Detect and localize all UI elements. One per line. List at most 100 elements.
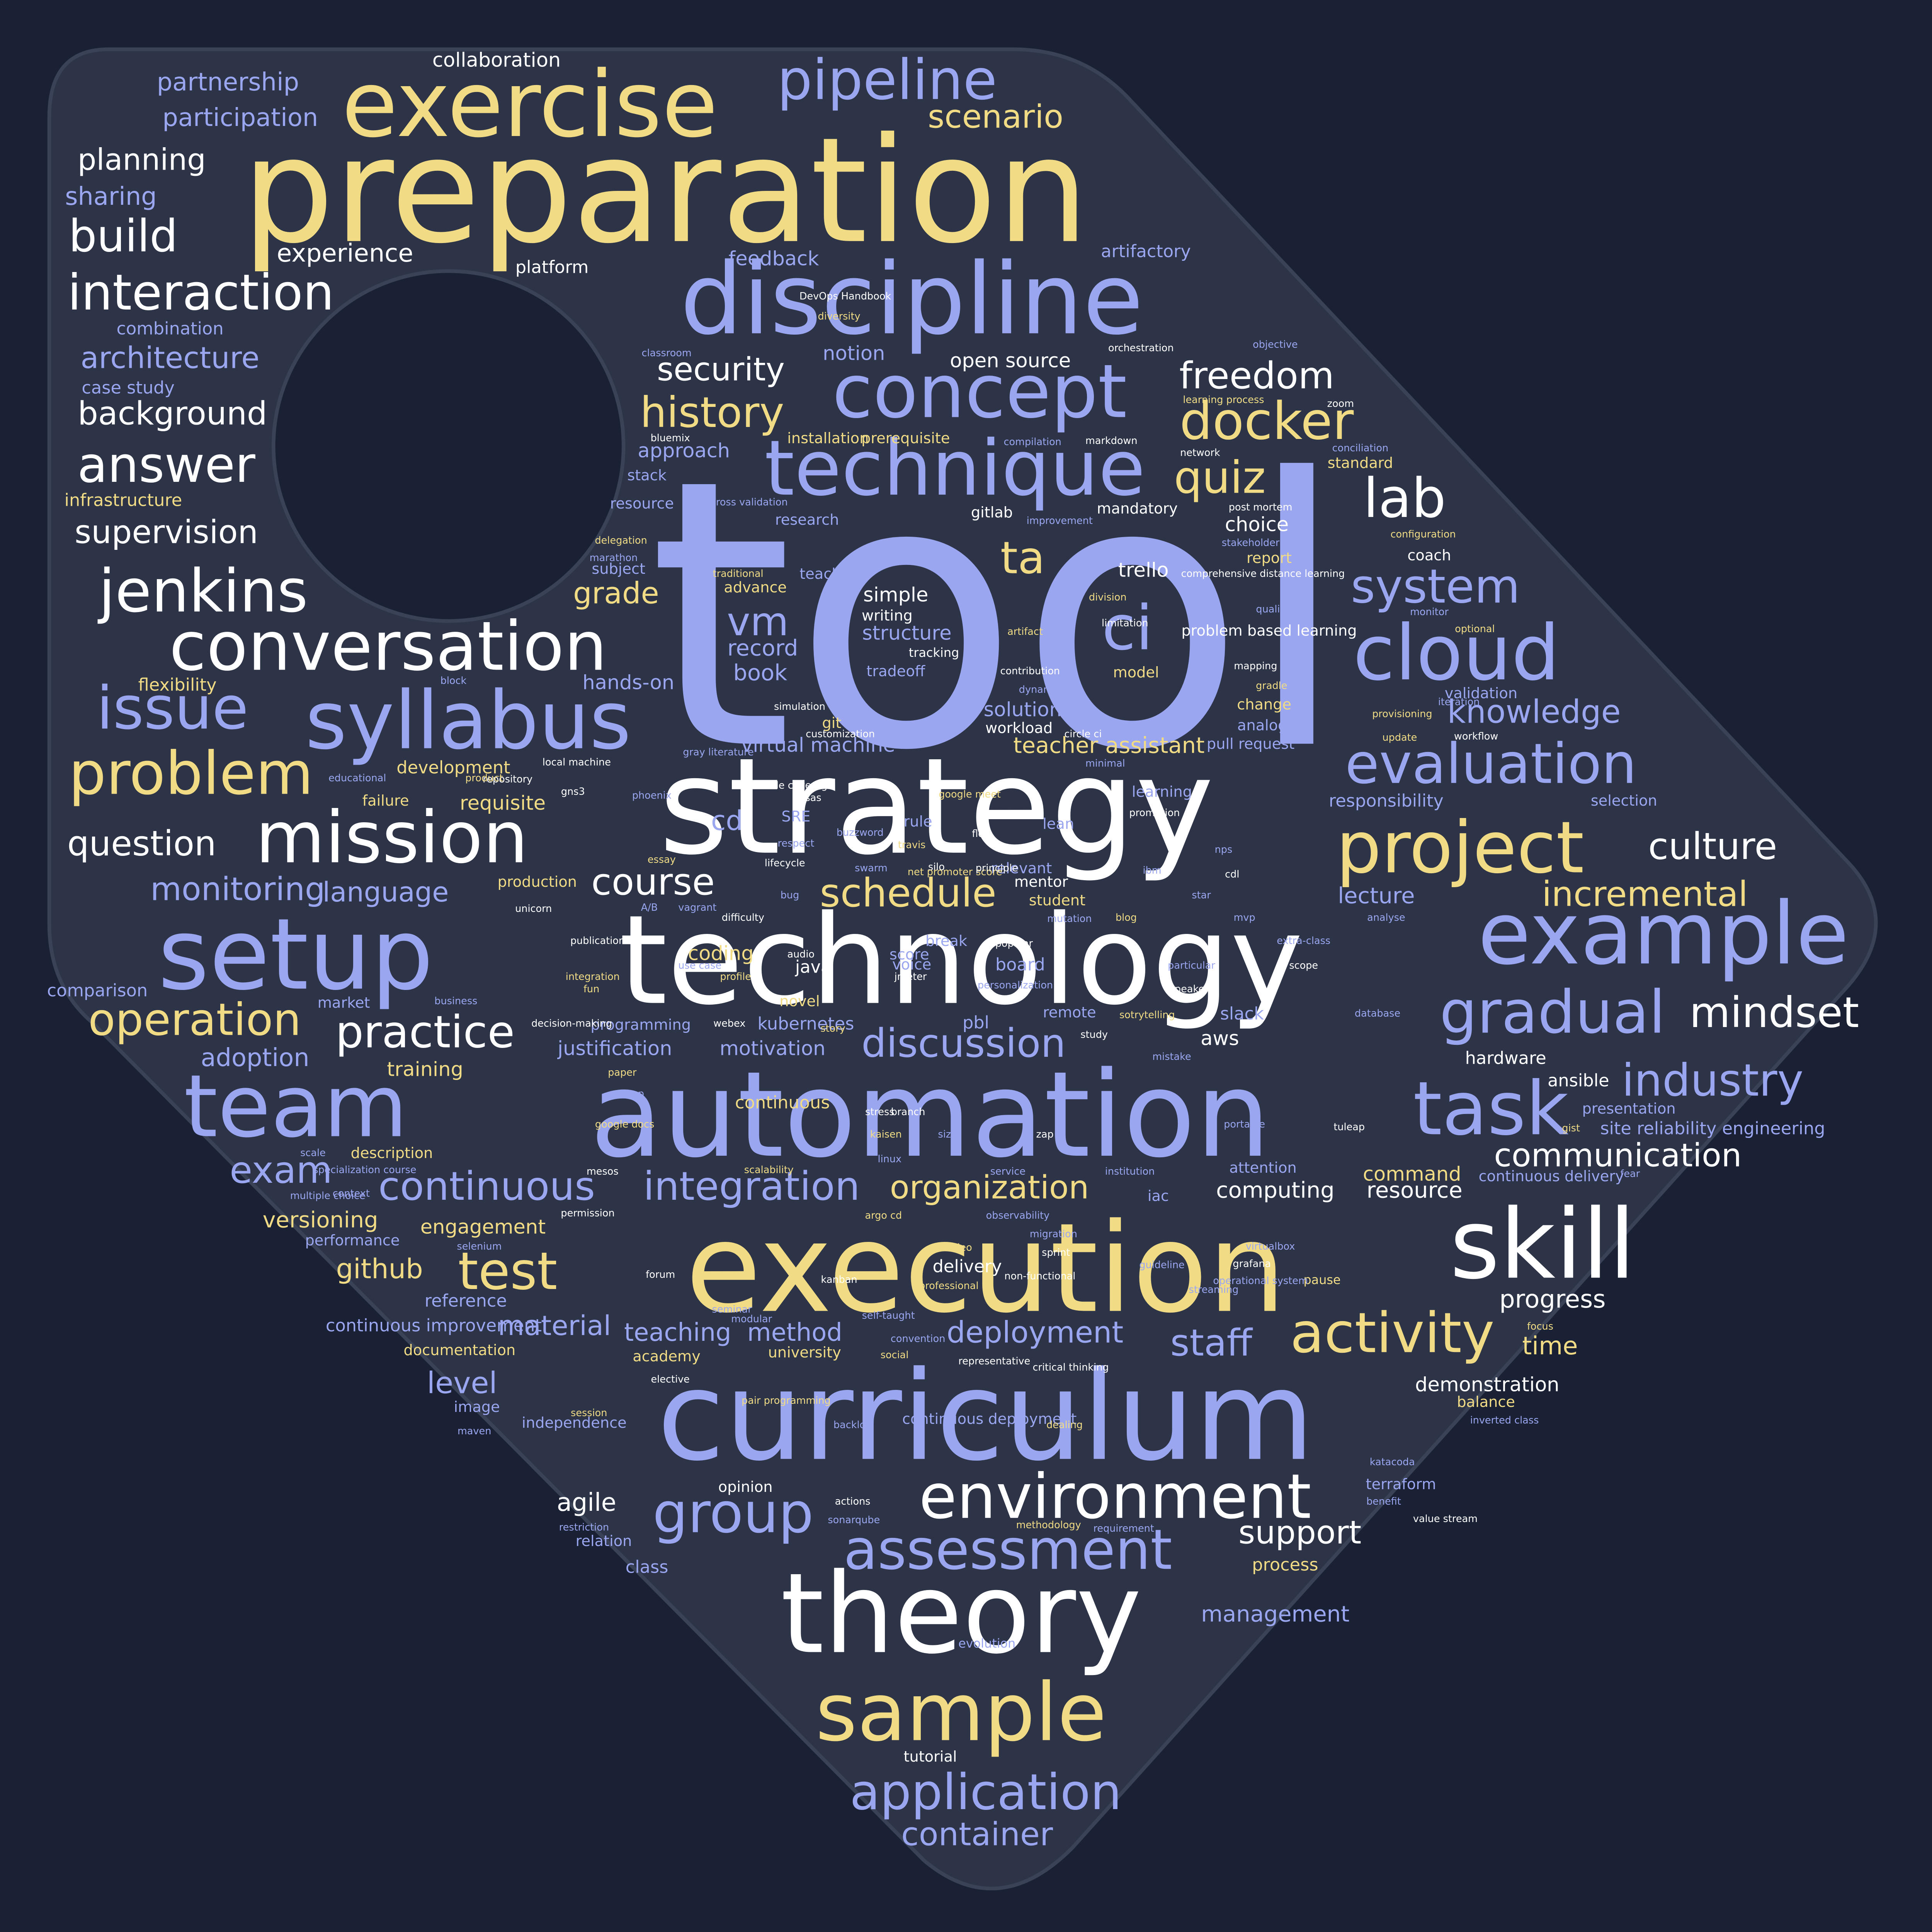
cloud-word: technique — [764, 423, 1146, 513]
cloud-word: buzzword — [836, 827, 884, 838]
cloud-word: pbl — [962, 1012, 990, 1033]
cloud-word: mesos — [586, 1165, 619, 1177]
cloud-word: hands-on — [582, 671, 675, 694]
cloud-word: process — [1252, 1554, 1318, 1575]
cloud-word: infrastructure — [64, 490, 182, 510]
cloud-word: docker — [1179, 391, 1354, 451]
cloud-word: limitation — [1102, 617, 1148, 629]
cloud-word: fun — [583, 983, 600, 995]
cloud-word: stack — [627, 466, 667, 484]
cloud-word: management — [1201, 1601, 1350, 1627]
cloud-word: difficulty — [721, 912, 764, 923]
cloud-word: planning — [77, 143, 206, 177]
cloud-word: discipline — [680, 242, 1144, 357]
cloud-word: mission — [255, 796, 529, 879]
cloud-word: artifactory — [1101, 241, 1191, 262]
cloud-word: voice — [892, 956, 932, 973]
cloud-word: tool — [648, 401, 1348, 832]
cloud-word: webex — [713, 1018, 746, 1030]
cloud-word: continuous — [378, 1163, 595, 1209]
cloud-word: writing — [862, 607, 913, 625]
cloud-word: audio — [787, 949, 815, 961]
cloud-word: optional — [1455, 623, 1495, 635]
cloud-word: terraform — [1366, 1476, 1436, 1493]
cloud-word: requisite — [459, 792, 546, 815]
cloud-word: system — [1350, 559, 1520, 614]
cloud-word: resource — [610, 495, 674, 513]
cloud-word: schedule — [820, 870, 997, 916]
cloud-word: objective — [1253, 339, 1298, 351]
cloud-word: streaming — [1189, 1284, 1239, 1296]
cloud-word: score — [889, 946, 929, 964]
cloud-word: programming — [590, 1016, 691, 1034]
cloud-word: architecture — [80, 341, 260, 376]
cloud-word: continuous — [735, 1092, 830, 1113]
cloud-word: gradle — [1256, 680, 1287, 692]
cloud-word: speaker — [1169, 983, 1209, 995]
cloud-word: choice — [1225, 513, 1289, 536]
cloud-word: communication — [1494, 1136, 1742, 1174]
cloud-word: resource — [1366, 1177, 1463, 1203]
cloud-word: backlog — [833, 1419, 872, 1431]
cloud-word: mandatory — [1097, 500, 1178, 517]
cloud-word: network — [1180, 447, 1220, 459]
cloud-word: multiple choice — [290, 1190, 366, 1202]
cloud-word: environment — [919, 1461, 1311, 1533]
cloud-word: operational system — [1213, 1275, 1308, 1287]
cloud-word: independence — [522, 1414, 627, 1432]
cloud-word: analyse — [1367, 912, 1405, 923]
cloud-word: performance — [305, 1231, 400, 1249]
cloud-word: mentor — [1014, 873, 1068, 891]
cloud-word: marathon — [589, 552, 638, 564]
cloud-word: automation — [590, 1046, 1271, 1184]
cloud-word: novel — [779, 993, 820, 1010]
cloud-word: zoom — [1327, 398, 1354, 410]
cloud-word: background — [78, 395, 267, 432]
cloud-word: structure — [862, 622, 952, 645]
cloud-word: culture — [1648, 824, 1777, 868]
cloud-word: curriculum — [657, 1345, 1315, 1488]
cloud-word: markdown — [1085, 435, 1138, 447]
cloud-word: book — [733, 660, 787, 686]
cloud-word: assessment — [844, 1517, 1172, 1582]
cloud-word: ta — [1000, 532, 1045, 584]
cloud-word: dynamic — [1019, 684, 1061, 696]
cloud-word: ibm — [1143, 865, 1162, 877]
cloud-word: teaching — [624, 1318, 731, 1347]
cloud-word: integration — [565, 971, 620, 983]
cloud-word: kubernetes — [757, 1014, 854, 1034]
cloud-word: lifecycle — [764, 857, 805, 869]
cloud-word: git — [822, 714, 842, 732]
cloud-word: participation — [162, 104, 318, 133]
cloud-word: relation — [575, 1532, 632, 1550]
cloud-word: skill — [1449, 1188, 1636, 1301]
cloud-word: analogy — [1237, 717, 1296, 735]
cloud-word: scalability — [744, 1164, 794, 1176]
cloud-word: scenario — [928, 98, 1063, 136]
cloud-word: security — [656, 350, 785, 388]
cloud-word: flow — [972, 828, 992, 840]
cloud-word: ci — [1102, 592, 1153, 664]
cloud-word: scope — [1289, 960, 1318, 972]
cloud-word: fear — [1620, 1168, 1640, 1180]
cloud-word: cloud — [1353, 608, 1560, 698]
cloud-word: platform — [515, 257, 589, 277]
cloud-word: market — [317, 994, 370, 1012]
cloud-word: silo — [928, 861, 945, 873]
cloud-word: supervision — [75, 513, 258, 551]
cloud-word: compilation — [1003, 436, 1061, 448]
cloud-word: case study — [82, 378, 175, 398]
cloud-word: validation — [1444, 685, 1518, 702]
cloud-word: essay — [647, 854, 676, 866]
cloud-word: problem based learning — [1181, 622, 1357, 639]
cloud-word: pipeline — [777, 48, 997, 112]
cloud-word: monitor — [1410, 606, 1449, 618]
cloud-word: monitoring — [150, 870, 325, 908]
cloud-word: method — [747, 1318, 842, 1347]
cloud-word: self-taught — [862, 1310, 915, 1321]
cloud-word: justification — [557, 1037, 672, 1060]
cloud-word: open source — [950, 349, 1071, 372]
cloud-word: practice — [335, 1006, 515, 1058]
cloud-word: tradeoff — [866, 662, 925, 680]
cloud-word: principle — [975, 862, 1018, 874]
